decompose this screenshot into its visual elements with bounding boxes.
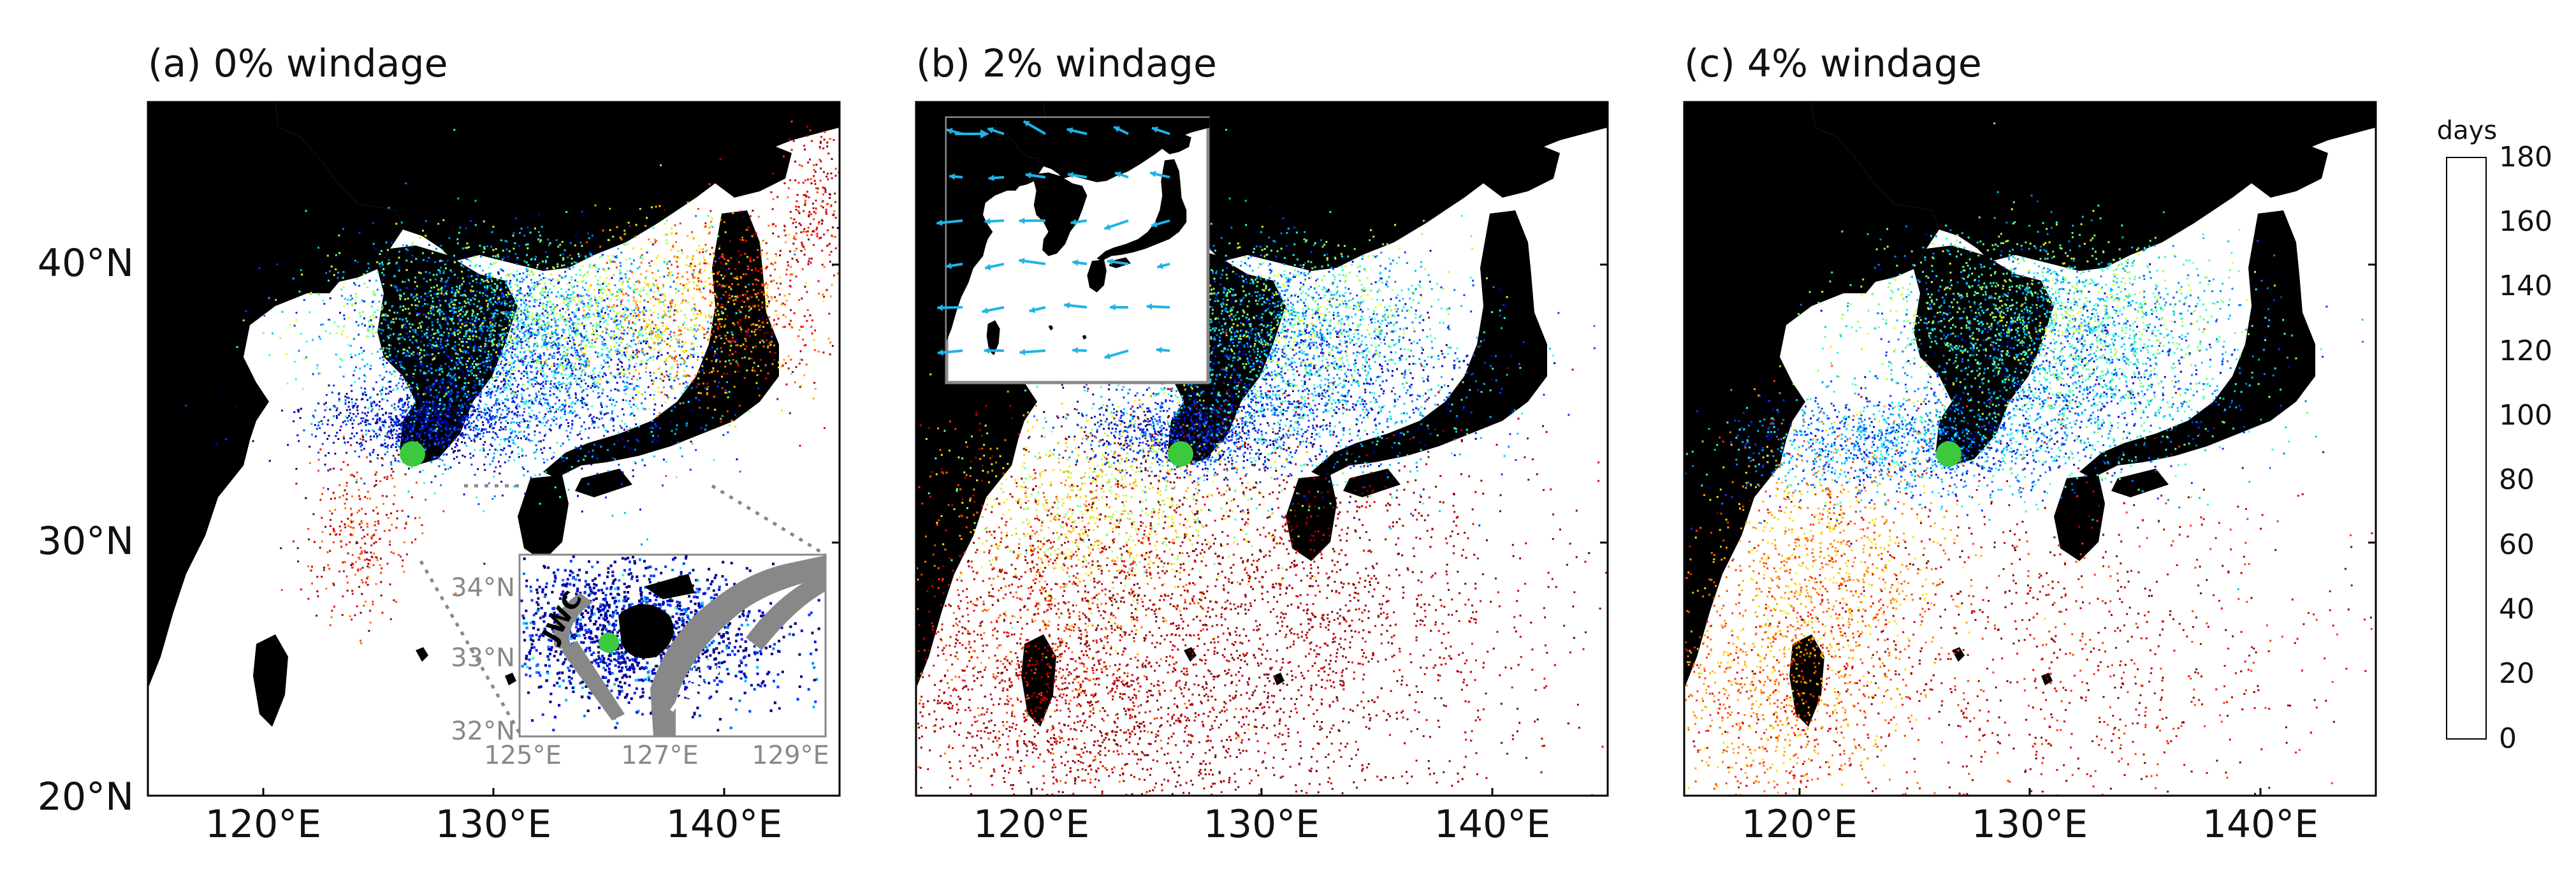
colorbar-tick: 160 (2499, 205, 2552, 238)
xtick-120e: 120°E (973, 802, 1089, 847)
inset-ytick-33: 33°N (451, 643, 515, 673)
release-point-marker (400, 441, 425, 467)
colorbar-title: days (2437, 116, 2497, 145)
x-ticks-a: 120°E 130°E 140°E (205, 802, 782, 847)
colorbar-tick: 40 (2499, 593, 2535, 625)
wind-scale-label: 5 m/s (953, 142, 999, 161)
inset-xtick-125: 125°E (484, 741, 562, 770)
inset-xtick-127: 127°E (621, 741, 699, 770)
xtick-130e: 130°E (1204, 802, 1320, 847)
inset-release-point (599, 632, 619, 653)
xtick-120e: 120°E (205, 802, 321, 847)
xtick-130e: 130°E (1972, 802, 2088, 847)
colorbar-tick: 140 (2499, 270, 2552, 302)
wind-vector-inset: 5 m/s (936, 118, 1209, 383)
colorbar-tick: 80 (2499, 464, 2535, 496)
xtick-140e: 140°E (666, 802, 782, 847)
release-point-marker (1936, 441, 1961, 467)
inset-xtick-129: 129°E (752, 741, 829, 770)
ytick-30n: 30°N (38, 519, 134, 564)
colorbar-tick: 120 (2499, 335, 2552, 367)
colorbar-tick: 0 (2499, 722, 2517, 755)
inset-ytick-34: 34°N (451, 573, 515, 602)
xtick-120e: 120°E (1742, 802, 1858, 847)
xtick-130e: 130°E (435, 802, 551, 847)
map-panel-c (1684, 102, 2376, 798)
panel-a-title: (a) 0% windage (148, 41, 448, 86)
colorbar-tick: 60 (2499, 529, 2535, 561)
release-point-marker (1168, 441, 1193, 467)
xtick-140e: 140°E (2202, 802, 2318, 847)
panel-b-title: (b) 2% windage (916, 41, 1217, 86)
map-panel-b: 5 m/s (916, 102, 1610, 797)
panel-a-inset: JWC TWC (520, 555, 829, 736)
xtick-140e: 140°E (1434, 802, 1550, 847)
ytick-40n: 40°N (38, 241, 134, 286)
ytick-20n: 20°N (38, 775, 134, 819)
map-panel-a: JWC TWC 34°N 33°N 32°N 125°E 127°E 129°E (148, 102, 841, 796)
colorbar-tick: 180 (2499, 141, 2552, 173)
colorbar-tick: 20 (2499, 657, 2535, 690)
panel-c-title: (c) 4% windage (1684, 41, 1982, 86)
colorbar-tick: 100 (2499, 399, 2552, 432)
x-ticks-b: 120°E 130°E 140°E (973, 802, 1550, 847)
colorbar: days 180 160 140 120 100 80 60 40 20 0 (2437, 116, 2552, 755)
colorbar-labels: 180 160 140 120 100 80 60 40 20 0 (2499, 141, 2552, 755)
x-ticks-c: 120°E 130°E 140°E (1742, 802, 2318, 847)
